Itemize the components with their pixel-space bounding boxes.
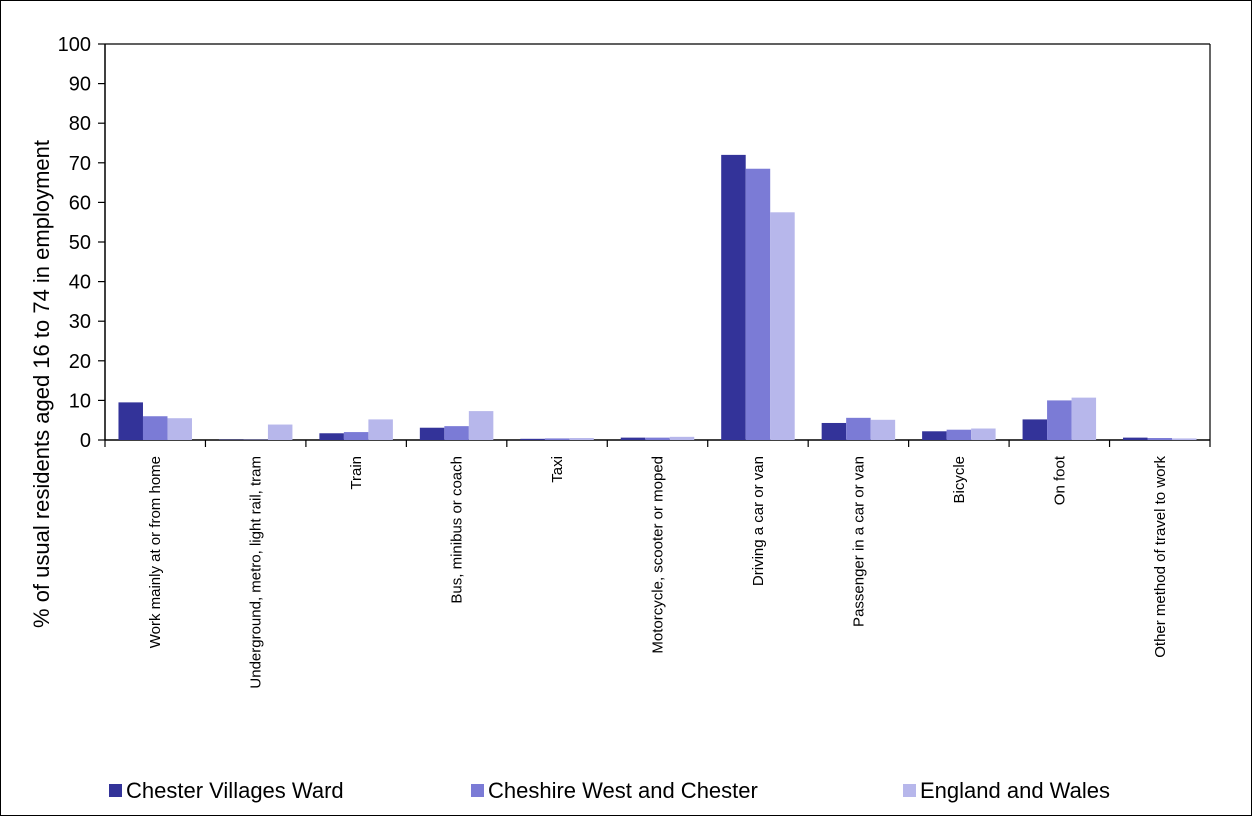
- bar: [821, 422, 847, 440]
- bar: [167, 418, 192, 440]
- y-tick-label: 50: [69, 232, 91, 254]
- x-category-label: Motorcycle, scooter or moped: [650, 456, 667, 654]
- x-category-label: On foot: [1051, 455, 1068, 505]
- y-tick-label: 90: [69, 74, 91, 96]
- legend-label: England and Wales: [920, 778, 1110, 803]
- bar: [1123, 437, 1148, 440]
- bar: [721, 154, 746, 440]
- bar: [1071, 397, 1097, 440]
- x-category-label: Train: [348, 456, 365, 490]
- x-category-label: Taxi: [549, 456, 566, 483]
- y-tick-label: 100: [58, 34, 91, 56]
- bar: [846, 417, 871, 440]
- bar: [468, 411, 494, 440]
- y-tick-label: 20: [69, 351, 91, 373]
- bar: [368, 419, 393, 440]
- bar: [544, 438, 570, 440]
- x-category-label: Passenger in a car or van: [850, 456, 867, 627]
- y-tick-label: 70: [69, 153, 91, 175]
- bar: [620, 437, 646, 440]
- legend-label: Chester Villages Ward: [126, 778, 344, 803]
- bar: [343, 432, 369, 440]
- legend-swatch: [903, 784, 916, 797]
- x-category-label: Driving a car or van: [750, 456, 767, 586]
- y-axis-title: % of usual residents aged 16 to 74 in em…: [29, 140, 54, 628]
- x-category-label: Work mainly at or from home: [147, 456, 164, 648]
- x-category-label: Bicycle: [951, 456, 968, 504]
- bar: [1172, 438, 1197, 440]
- x-category-label: Other method of travel to work: [1152, 456, 1169, 658]
- y-tick-label: 0: [80, 430, 91, 452]
- y-tick-label: 40: [69, 272, 91, 294]
- bar: [419, 427, 445, 440]
- legend-swatch: [471, 784, 484, 797]
- bar: [569, 438, 594, 440]
- legend-swatch: [109, 784, 122, 797]
- y-tick-label: 60: [69, 192, 91, 214]
- y-tick-label: 80: [69, 113, 91, 135]
- bar: [946, 429, 972, 440]
- bar: [770, 212, 795, 440]
- x-category-label: Bus, minibus or coach: [449, 456, 466, 604]
- bar: [520, 438, 545, 440]
- bar: [267, 424, 293, 440]
- bar: [645, 437, 670, 440]
- legend-label: Cheshire West and Chester: [488, 778, 758, 803]
- bar: [319, 433, 344, 440]
- bar: [1047, 400, 1072, 440]
- bar: [118, 402, 143, 440]
- bar: [745, 168, 771, 441]
- bar: [971, 428, 996, 440]
- bar: [142, 416, 168, 440]
- y-tick-label: 30: [69, 311, 91, 333]
- x-category-label: Underground, metro, light rail, tram: [248, 456, 265, 689]
- bar: [669, 436, 695, 440]
- bar: [1022, 419, 1048, 440]
- bar: [1147, 438, 1173, 440]
- bar: [870, 419, 896, 440]
- bar: [444, 426, 469, 440]
- y-tick-label: 10: [69, 390, 91, 412]
- bar: [922, 431, 947, 440]
